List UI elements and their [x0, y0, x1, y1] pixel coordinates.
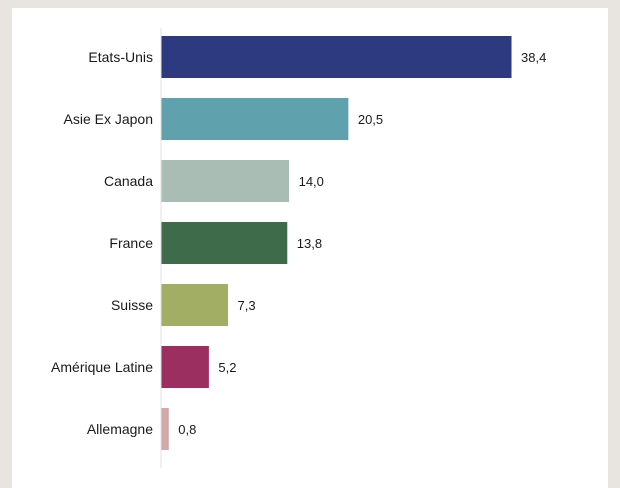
bar	[161, 36, 512, 78]
category-label: Amérique Latine	[51, 359, 153, 375]
category-label: Etats-Unis	[88, 49, 153, 65]
chart-panel: Etats-Unis 38,4 Asie Ex Japon 20,5 Canada 14,…	[12, 8, 608, 488]
value-label: 5,2	[218, 360, 236, 375]
category-label: Canada	[104, 173, 153, 189]
category-label: Asie Ex Japon	[64, 111, 154, 127]
category-label: France	[109, 235, 153, 251]
bar-chart: Etats-Unis 38,4 Asie Ex Japon 20,5 Canada 14,…	[51, 28, 546, 468]
bar	[161, 284, 229, 326]
category-label: Allemagne	[87, 421, 153, 437]
value-label: 13,8	[297, 236, 322, 251]
value-label: 14,0	[299, 174, 324, 189]
bar	[161, 98, 349, 140]
value-label: 7,3	[238, 298, 256, 313]
bar	[161, 346, 209, 388]
category-label: Suisse	[111, 297, 153, 313]
bar	[161, 160, 290, 202]
bar	[161, 222, 288, 264]
value-label: 20,5	[358, 112, 383, 127]
bar	[161, 408, 169, 450]
value-label: 0,8	[178, 422, 196, 437]
value-label: 38,4	[521, 50, 546, 65]
